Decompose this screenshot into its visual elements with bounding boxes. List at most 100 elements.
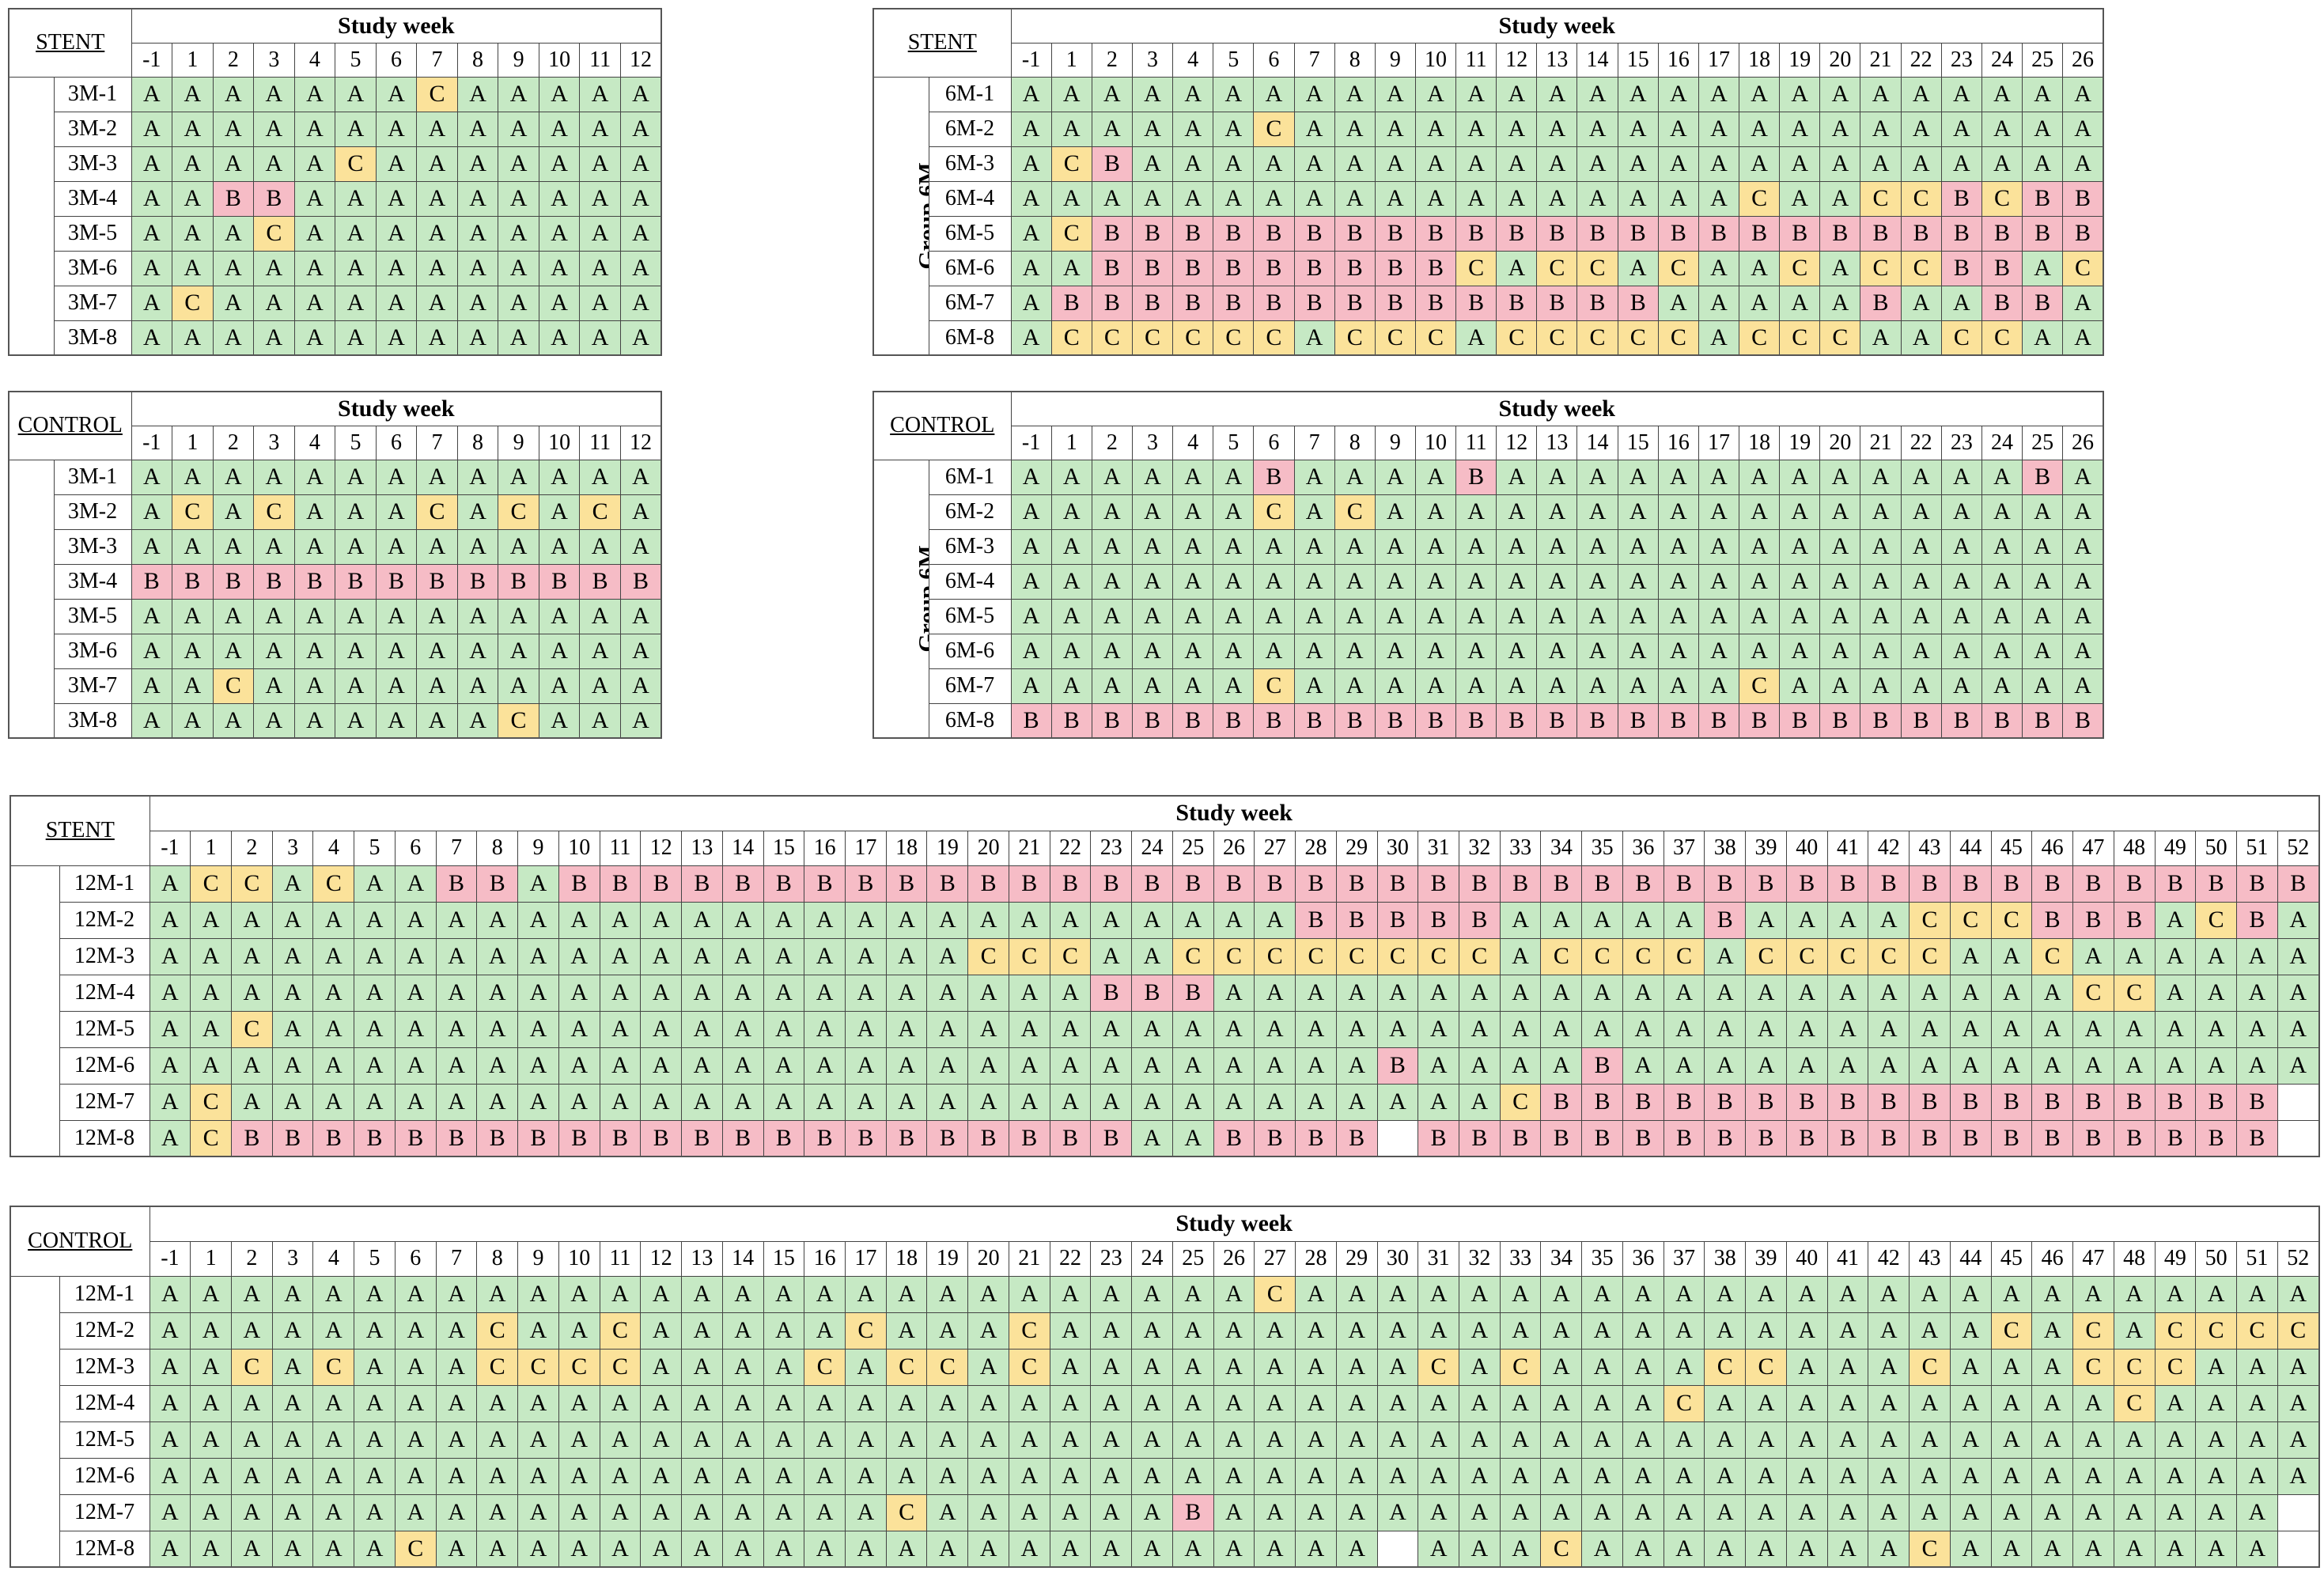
status-cell: B	[845, 1119, 887, 1157]
week-tick-label: 8	[456, 425, 499, 460]
status-cell: B	[498, 563, 539, 600]
status-cell: A	[619, 76, 662, 112]
status-cell: A	[1826, 901, 1869, 939]
group-label: Group 6M	[872, 459, 929, 739]
week-tick-label: 30	[1376, 830, 1419, 866]
status-cell: A	[1739, 598, 1781, 634]
status-cell: A	[1940, 459, 1982, 495]
status-cell: A	[1617, 250, 1659, 286]
status-cell: A	[1172, 528, 1214, 565]
status-cell: A	[845, 974, 887, 1012]
week-tick-label: 33	[1499, 830, 1542, 866]
status-cell: A	[1940, 146, 1982, 182]
status-cell: A	[2022, 320, 2064, 356]
status-cell: B	[2235, 865, 2278, 903]
status-cell: A	[640, 974, 683, 1012]
status-cell: A	[1909, 1384, 1951, 1422]
corner-label: CONTROL	[8, 391, 132, 460]
week-tick-label: 4	[293, 425, 336, 460]
status-cell: A	[558, 1530, 600, 1568]
status-cell: A	[476, 901, 519, 939]
status-cell: A	[2062, 563, 2104, 600]
status-cell: A	[1090, 1047, 1133, 1085]
week-tick-label: 4	[1172, 425, 1214, 460]
status-cell: C	[1295, 937, 1337, 975]
status-cell: A	[1417, 1421, 1460, 1459]
status-cell: A	[456, 76, 499, 112]
status-cell: A	[1576, 76, 1618, 112]
status-cell: C	[1334, 494, 1376, 530]
table-row: 12M-6 A A A A A A A A A A A A A A A A A A A A A A A A A A A A A A B A A A A…	[10, 1047, 2320, 1085]
status-cell: B	[2235, 1119, 2278, 1157]
status-cell: B	[271, 1119, 314, 1157]
status-cell: A	[926, 901, 969, 939]
status-cell: A	[1334, 459, 1376, 495]
status-cell: A	[681, 1457, 723, 1495]
status-cell: A	[579, 285, 621, 321]
row-id: 3M-1	[53, 76, 132, 112]
status-cell: A	[476, 1530, 519, 1568]
week-tick-label: 28	[1295, 830, 1337, 866]
status-cell: A	[2113, 1010, 2156, 1048]
status-cell: A	[1010, 459, 1052, 495]
status-cell: C	[1131, 320, 1174, 356]
status-cell: A	[1739, 76, 1781, 112]
table-row: 12M-5 A A A A A A A A A A A A A A A A A A A A A A A A A A A A A A A A A A A…	[10, 1421, 2320, 1459]
status-cell: A	[190, 1047, 232, 1085]
status-cell: A	[517, 1083, 559, 1121]
status-cell: B	[763, 1119, 805, 1157]
status-cell: C	[1253, 111, 1295, 147]
status-cell: A	[1860, 146, 1902, 182]
panel-stent-3m: STENT Study week -1 1 2 3 4 5 6 7 8 9 10 11 12 Group 3M…	[8, 8, 663, 356]
status-cell: A	[212, 528, 255, 565]
status-cell: A	[1622, 974, 1664, 1012]
table-row: Group 3M 3M-1 A A A A A A A C A A A A A	[8, 76, 662, 356]
status-cell: A	[2022, 250, 2064, 286]
status-cell: A	[435, 1530, 478, 1568]
status-cell: A	[1374, 76, 1416, 112]
status-cell: C	[967, 937, 1009, 975]
status-cell: A	[1536, 146, 1578, 182]
status-cell: A	[212, 494, 255, 530]
status-cell: A	[131, 633, 173, 669]
status-cell: C	[498, 702, 539, 739]
status-cell: A	[476, 1010, 519, 1048]
week-tick-label: 15	[1617, 42, 1659, 78]
status-cell: A	[1900, 598, 1942, 634]
status-cell: C	[1826, 937, 1869, 975]
status-cell: A	[149, 901, 191, 939]
row-id: 12M-4	[59, 974, 150, 1012]
week-tick-label: 26	[1213, 830, 1255, 866]
status-cell: A	[1622, 1010, 1664, 1048]
status-cell: A	[131, 215, 173, 252]
week-tick-label: 1	[172, 42, 214, 78]
status-cell: A	[1496, 459, 1538, 495]
status-cell: B	[1940, 250, 1982, 286]
status-cell: A	[1949, 974, 1992, 1012]
status-cell: B	[1540, 1119, 1583, 1157]
status-cell: A	[640, 1457, 683, 1495]
week-tick-label: 14	[1576, 42, 1618, 78]
table-row: 6M-8 B B B B B B B B B B B B B B B B B B B B B B B B B B B	[873, 702, 2104, 739]
status-cell: A	[763, 1312, 805, 1350]
status-cell: A	[1536, 459, 1578, 495]
week-tick-label: 12	[1496, 425, 1538, 460]
week-tick-label: 3	[1131, 425, 1174, 460]
status-cell: A	[1909, 1010, 1951, 1048]
status-cell: A	[435, 1457, 478, 1495]
status-cell: A	[335, 180, 377, 217]
status-cell: A	[2235, 1348, 2278, 1386]
status-cell: B	[1785, 865, 1828, 903]
status-cell: A	[230, 1312, 273, 1350]
status-cell: A	[967, 1312, 1009, 1350]
status-cell: C	[1049, 937, 1092, 975]
status-cell: A	[1293, 76, 1335, 112]
status-cell: C	[1663, 1384, 1705, 1422]
status-cell: A	[2195, 937, 2237, 975]
status-cell: A	[517, 1457, 559, 1495]
status-cell: A	[1496, 633, 1538, 669]
status-cell: C	[599, 1348, 642, 1386]
status-cell: A	[1860, 563, 1902, 600]
status-cell: A	[335, 528, 377, 565]
status-cell: A	[416, 250, 458, 286]
